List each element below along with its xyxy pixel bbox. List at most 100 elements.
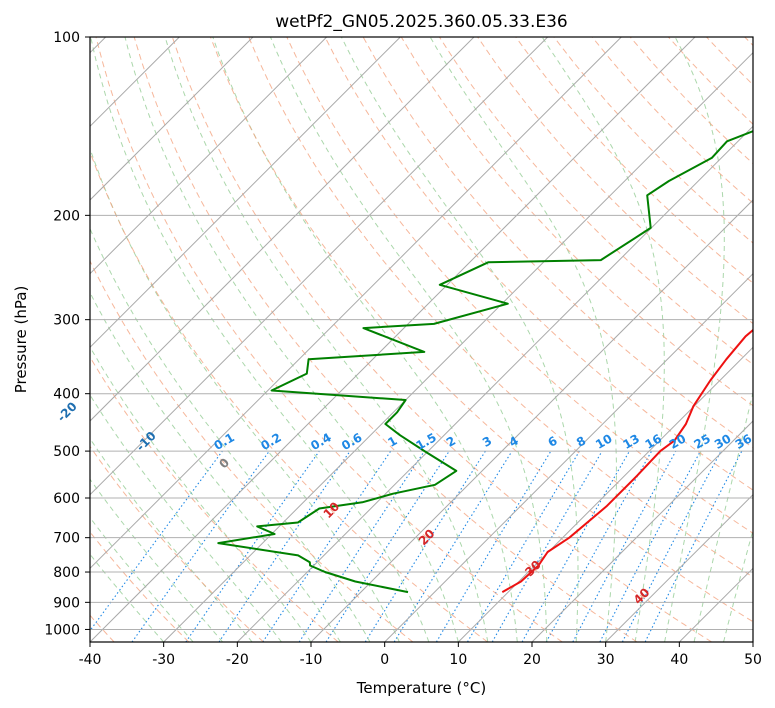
mixing-ratio-label: 1.5 <box>413 430 438 453</box>
mixing-ratio-label: 0.4 <box>308 430 333 453</box>
mixing-ratio-line <box>218 450 351 642</box>
mixing-ratio-line <box>435 450 552 642</box>
chart-title: wetPf2_GN05.2025.360.05.33.E36 <box>275 12 567 32</box>
y-tick-label: 700 <box>53 531 80 547</box>
dry-adiabat-label: 40 <box>631 585 653 607</box>
x-tick-label: -40 <box>79 652 102 668</box>
y-tick-label: 200 <box>53 208 80 224</box>
dry-adiabat-label: -20 <box>55 399 80 424</box>
isotherm-line <box>90 37 401 349</box>
mixing-ratio-label: 8 <box>574 433 588 449</box>
dry-adiabat-label: -30 <box>0 361 1 386</box>
mixing-ratio-line <box>393 450 513 642</box>
dry-adiabat-line <box>744 37 753 47</box>
y-tick-label: 900 <box>53 595 80 611</box>
isotherm-line <box>605 493 753 642</box>
mixing-ratio-label: 0.2 <box>258 430 283 453</box>
moist-adiabat-line <box>90 437 253 642</box>
dry-adiabat-line <box>210 37 753 623</box>
x-tick-label: -30 <box>152 652 175 668</box>
dry-adiabat-line <box>706 37 753 86</box>
dry-adiabat-line <box>95 37 563 642</box>
profile-line-2 <box>217 130 753 594</box>
x-tick-label: 50 <box>744 652 762 668</box>
moist-adiabat-line <box>164 37 489 642</box>
moist-adiabat-line <box>90 516 194 642</box>
mixing-ratio-line <box>467 450 580 642</box>
mixing-ratio-line <box>572 450 677 642</box>
mixing-ratio-label: 0.1 <box>211 430 236 453</box>
dry-adiabat-label: -10 <box>133 429 158 454</box>
isotherm-line <box>90 37 254 201</box>
moist-adiabat-line <box>541 37 665 642</box>
y-tick-label: 800 <box>53 565 80 581</box>
y-tick-label: 400 <box>53 387 80 403</box>
y-tick-label: 600 <box>53 491 80 507</box>
x-tick-label: -10 <box>300 652 323 668</box>
isotherm-line <box>384 272 753 642</box>
moist-adiabat-line <box>124 37 459 642</box>
dry-adiabat-line <box>668 37 753 125</box>
x-tick-label: 0 <box>380 652 389 668</box>
isotherm-line <box>752 641 753 642</box>
moist-adiabat-line <box>693 390 753 642</box>
profile-lines <box>217 130 753 594</box>
mixing-ratio-label: 1 <box>385 434 399 450</box>
y-tick-label: 500 <box>53 444 80 460</box>
dry-adiabat-label: 20 <box>416 526 438 548</box>
dry-adiabat-line <box>286 37 753 534</box>
dry-adiabat-line <box>90 445 264 642</box>
dry-adiabat-line <box>90 259 414 642</box>
isotherm-line <box>678 567 753 642</box>
background-lines <box>90 37 753 642</box>
moist-adiabat-line <box>429 37 617 642</box>
mixing-ratio-label: 16 <box>643 431 664 451</box>
isotherm-line <box>90 37 549 496</box>
moist-adiabat-line <box>752 640 753 642</box>
mixing-ratio-label: 20 <box>667 431 688 451</box>
moist-adiabat-line <box>90 553 165 642</box>
x-tick-label: -20 <box>226 652 249 668</box>
plot-frame <box>89 36 754 643</box>
moist-adiabat-line <box>340 37 579 642</box>
mixing-ratio-line <box>521 450 630 642</box>
moist-adiabat-line <box>90 37 430 642</box>
moist-adiabat-line <box>270 37 548 642</box>
y-tick-label: 1000 <box>44 622 80 638</box>
isotherm-line <box>457 346 753 642</box>
x-tick-label: 40 <box>670 652 688 668</box>
isotherm-line <box>236 125 753 642</box>
profile-line-1 <box>501 328 753 593</box>
mixing-ratio-label: 3 <box>480 433 494 449</box>
mixing-ratio-label: 10 <box>593 431 614 451</box>
isotherm-line <box>163 51 753 642</box>
x-axis-label: Temperature (°C) <box>356 679 486 697</box>
y-tick-label: 300 <box>53 313 80 329</box>
dry-adiabat-line <box>133 37 638 642</box>
y-axis-label: Pressure (hPa) <box>12 286 30 394</box>
x-tick-label: 30 <box>597 652 615 668</box>
dry-adiabat-line <box>248 37 753 578</box>
isotherm-line <box>90 37 328 275</box>
mixing-ratio-line <box>325 450 450 642</box>
x-tick-label: 20 <box>523 652 541 668</box>
mixing-ratio-label: 6 <box>546 434 560 450</box>
isotherm-line <box>90 37 622 570</box>
mixing-ratio-label: 30 <box>712 431 733 451</box>
isotherm-line <box>531 420 753 642</box>
mixing-ratio-label: 36 <box>733 431 754 451</box>
dry-adiabat-line <box>324 37 753 491</box>
mixing-ratio-label: 4 <box>507 433 521 449</box>
moist-adiabat-line <box>212 37 518 642</box>
dry-adiabat-line <box>90 356 339 642</box>
moist-adiabat-line <box>90 394 282 642</box>
moist-adiabat-line <box>723 528 753 642</box>
moist-adiabat-line <box>90 147 400 642</box>
isotherm-line <box>310 199 753 642</box>
moist-adiabat-line <box>664 37 725 642</box>
isotherm-line <box>90 37 475 422</box>
mixing-ratio-label: 13 <box>621 431 642 451</box>
dry-adiabat-line <box>477 37 753 325</box>
moist-adiabat-line <box>90 227 371 642</box>
